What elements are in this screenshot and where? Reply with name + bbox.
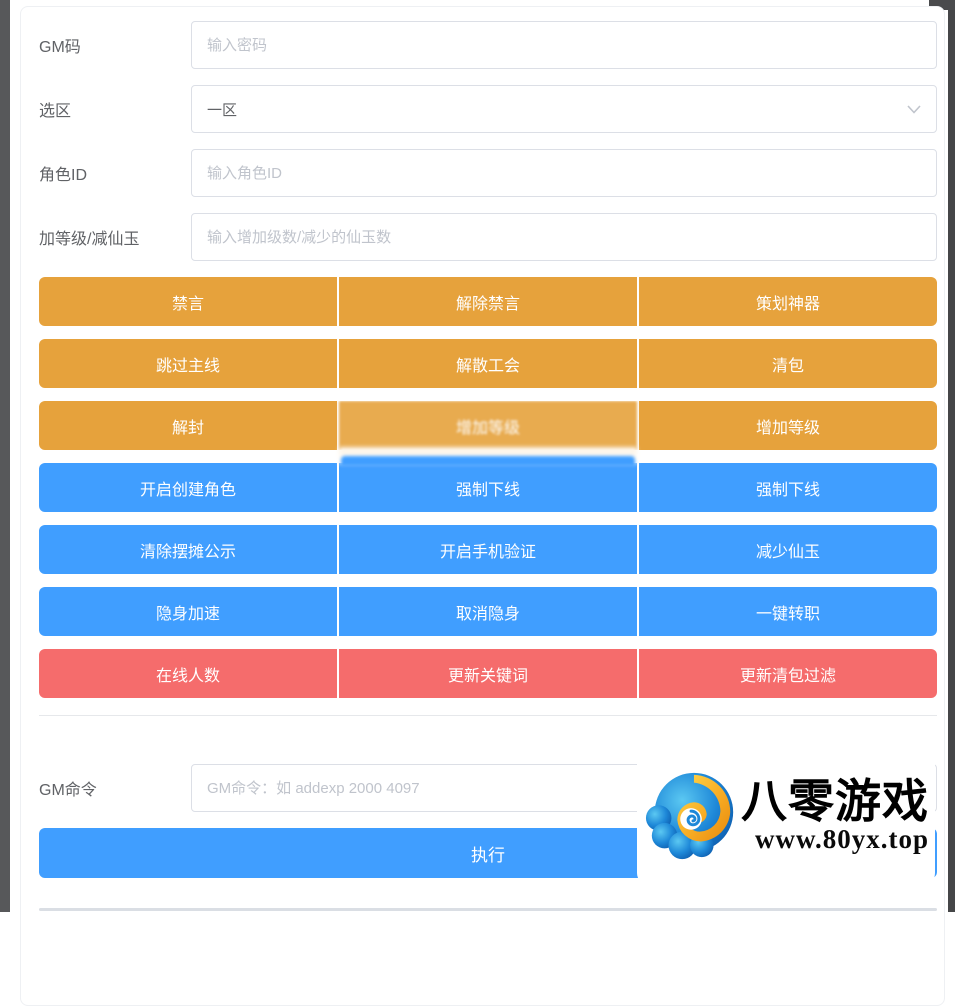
force-offline-button-2[interactable]: 强制下线 [639,463,937,512]
gm-button-grid: 禁言 解除禁言 策划神器 跳过主线 解散工会 清包 解封 增加等级 增加等级 开… [39,277,937,698]
bottom-divider [39,908,937,911]
button-row-1: 禁言 解除禁言 策划神器 [39,277,937,326]
chevron-down-icon [907,104,921,114]
role-id-label: 角色ID [39,167,88,184]
enable-phone-verify-button[interactable]: 开启手机验证 [339,525,637,574]
gm-code-label: GM码 [39,39,81,56]
enable-create-role-button[interactable]: 开启创建角色 [39,463,337,512]
button-row-2: 跳过主线 解散工会 清包 [39,339,937,388]
button-row-5: 清除摆摊公示 开启手机验证 减少仙玉 [39,525,937,574]
section-divider [39,715,937,716]
role-id-row: 角色ID [39,149,937,197]
cancel-stealth-button[interactable]: 取消隐身 [339,587,637,636]
gm-tool-panel: GM码 选区 一区 角色ID 加等级/减仙玉 禁言 解除禁言 [20,6,945,1006]
level-jade-row: 加等级/减仙玉 [39,213,937,261]
button-row-4: 开启创建角色 强制下线 强制下线 [39,463,937,512]
stealth-speed-button[interactable]: 隐身加速 [39,587,337,636]
gm-command-label: GM命令 [39,782,97,799]
planner-tool-button[interactable]: 策划神器 [639,277,937,326]
update-keywords-button[interactable]: 更新关键词 [339,649,637,698]
skip-mainline-button[interactable]: 跳过主线 [39,339,337,388]
mute-button[interactable]: 禁言 [39,277,337,326]
watermark-url: www.80yx.top [754,823,929,854]
watermark: 八零游戏 www.80yx.top [637,747,935,885]
zone-select-value: 一区 [207,101,238,119]
right-edge-bar [948,0,955,912]
zone-label: 选区 [39,103,72,120]
disband-guild-button[interactable]: 解散工会 [339,339,637,388]
clear-bag-button[interactable]: 清包 [639,339,937,388]
level-jade-input[interactable] [191,213,937,261]
zone-row: 选区 一区 [39,85,937,133]
add-level-button[interactable]: 增加等级 [639,401,937,450]
level-jade-label: 加等级/减仙玉 [39,231,140,248]
unban-button[interactable]: 解封 [39,401,337,450]
watermark-swirl-icon [645,772,734,860]
button-row-7: 在线人数 更新关键词 更新清包过滤 [39,649,937,698]
online-count-button[interactable]: 在线人数 [39,649,337,698]
button-row-6: 隐身加速 取消隐身 一键转职 [39,587,937,636]
gm-code-input[interactable] [191,21,937,69]
zone-select[interactable]: 一区 [191,85,937,133]
add-level-button-smudged[interactable]: 增加等级 [339,401,637,450]
reduce-jade-button[interactable]: 减少仙玉 [639,525,937,574]
one-key-class-change-button[interactable]: 一键转职 [639,587,937,636]
watermark-title: 八零游戏 [741,775,929,828]
update-clear-filter-button[interactable]: 更新清包过滤 [639,649,937,698]
left-edge-bar [0,0,10,912]
corner-notch [929,0,955,10]
role-id-input[interactable] [191,149,937,197]
clear-stall-notice-button[interactable]: 清除摆摊公示 [39,525,337,574]
force-offline-button-1[interactable]: 强制下线 [339,463,637,512]
unmute-button[interactable]: 解除禁言 [339,277,637,326]
button-row-3: 解封 增加等级 增加等级 [39,401,937,450]
gm-code-row: GM码 [39,21,937,69]
